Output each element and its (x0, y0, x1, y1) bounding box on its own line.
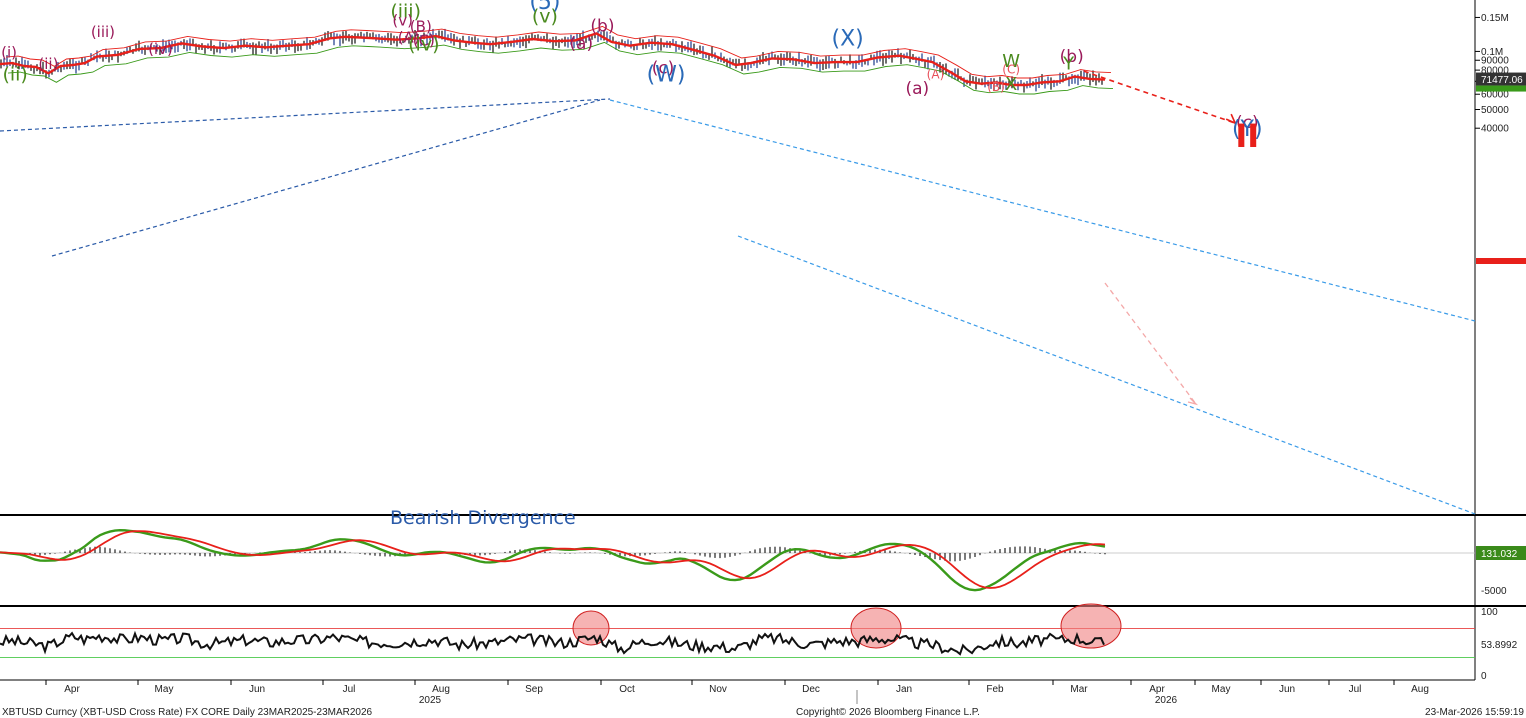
rsi-last-value: 53.8992 (1481, 640, 1518, 651)
price-y-tick-label: 50000 (1481, 105, 1509, 116)
projection-arrowhead (1225, 113, 1237, 125)
axis-layer: 0.15M0.1M9000080000700006000050000400007… (45, 13, 1526, 706)
x-tick-label: Nov (709, 684, 727, 695)
price-y-tick-label: 60000 (1481, 90, 1509, 101)
wave-label: (5) (529, 0, 560, 15)
price-panel (0, 0, 1475, 514)
wave-label: (c) (1236, 113, 1259, 133)
macd-last-badge (1476, 546, 1526, 560)
rsi-y-tick-label: 0 (1481, 671, 1487, 682)
lower-falling-channel (737, 235, 1476, 515)
wave-label: I (539, 0, 551, 6)
wave-label: (C) (413, 32, 435, 50)
wave-label: (B) (410, 17, 432, 35)
rsi-line (0, 630, 1105, 656)
wave-label: Y (1062, 54, 1075, 75)
footer-timestamp: 23-Mar-2026 15:59:19 (1425, 707, 1524, 718)
wave-label: (c) (652, 58, 675, 78)
wave-label: (ii) (38, 55, 58, 73)
wave-label: (v) (392, 12, 413, 30)
x-tick-label: Feb (986, 684, 1004, 695)
x-tick-label: Jan (896, 684, 912, 695)
rsi-y-tick-label: 100 (1481, 607, 1498, 618)
price-y-tick-label: 40000 (1481, 124, 1509, 135)
last-price-value: 71477.06 (1481, 75, 1523, 86)
wave-label: (a) (905, 79, 929, 99)
rsi-highlight-circle (850, 607, 902, 649)
price-layer (0, 25, 1476, 515)
macd-signal-line (0, 530, 1106, 589)
year-label-2026: 2026 (1155, 695, 1178, 706)
price-y-tick-label: 0.15M (1481, 13, 1509, 24)
wave-label: (A) (927, 67, 945, 81)
wave-label: W (1002, 51, 1020, 72)
macd-y-tick-label: -5000 (1481, 586, 1507, 597)
wave-label: X (1005, 74, 1017, 95)
wave-label: (iv) (408, 34, 439, 56)
wave-label: (iv) (148, 40, 173, 58)
upper-step-band (5, 25, 1112, 79)
wave-label: (b) (590, 16, 614, 36)
wave-label-layer: (ii)(i)(ii)(iii)(iv)(iii)(v)(B)(A)(C)(iv… (1, 0, 1262, 155)
x-tick-label: Aug (1411, 684, 1429, 695)
x-tick-label: Aug (432, 684, 450, 695)
wave-label: (a) (569, 34, 593, 54)
macd-last-value: 131.032 (1481, 549, 1518, 560)
wave-label: (iii) (91, 23, 115, 41)
bearish-divergence-annotation: Bearish Divergence (390, 507, 576, 529)
wave-label: II (1235, 117, 1259, 155)
ma-red-badge (1476, 258, 1526, 264)
lower-step-band (7, 41, 1114, 95)
macd-line (0, 528, 1106, 592)
price-y-tick-label: 80000 (1481, 66, 1509, 77)
x-tick-label: Sep (525, 684, 543, 695)
footer-security-description: XBTUSD Curncy (XBT-USD Cross Rate) FX CO… (2, 707, 373, 718)
year-label-2025: 2025 (419, 695, 442, 706)
x-tick-label: Apr (64, 684, 80, 695)
wave-label: (W) (647, 62, 686, 87)
upper-rising-trendline (0, 98, 611, 132)
x-tick-label: Oct (619, 684, 635, 695)
lower-rising-trendline (51, 99, 601, 257)
wave-label: (ii) (2, 64, 27, 86)
price-y-tick-label: 0.1M (1481, 47, 1503, 58)
wave-label: (C) (1002, 62, 1020, 76)
wave-label: (X) (832, 27, 864, 52)
x-tick-label: Apr (1149, 684, 1165, 695)
price-y-tick-label: 90000 (1481, 56, 1509, 67)
x-tick-label: Dec (802, 684, 820, 695)
last-price-badge (1476, 72, 1526, 86)
x-tick-label: Jul (1349, 684, 1362, 695)
x-tick-label: May (155, 684, 174, 695)
wave-label: (iii) (390, 0, 421, 22)
macd-histogram (4, 546, 1106, 562)
upper-falling-channel (609, 99, 1476, 322)
rsi-layer (0, 603, 1475, 658)
wave-label: (A) (398, 29, 420, 47)
wave-label: (Y) (1232, 117, 1263, 142)
x-tick-label: Jun (249, 684, 265, 695)
macd-layer (0, 528, 1475, 592)
x-tick-label: Jul (343, 684, 356, 695)
price-moving-average (0, 32, 1106, 87)
wave-label: (v) (532, 6, 558, 28)
ma-green-badge (1476, 85, 1526, 92)
wave-label: (i) (1, 43, 17, 61)
wave-label: (B) (987, 80, 1005, 94)
alt-projection-arrowhead (1187, 397, 1199, 406)
x-tick-label: May (1212, 684, 1231, 695)
alt-projection-arrow (1104, 282, 1197, 405)
x-tick-label: Mar (1070, 684, 1088, 695)
x-tick-label: Jun (1279, 684, 1295, 695)
footer-copyright: Copyright© 2026 Bloomberg Finance L.P. (796, 707, 980, 718)
wave-label: (b) (1060, 47, 1084, 67)
